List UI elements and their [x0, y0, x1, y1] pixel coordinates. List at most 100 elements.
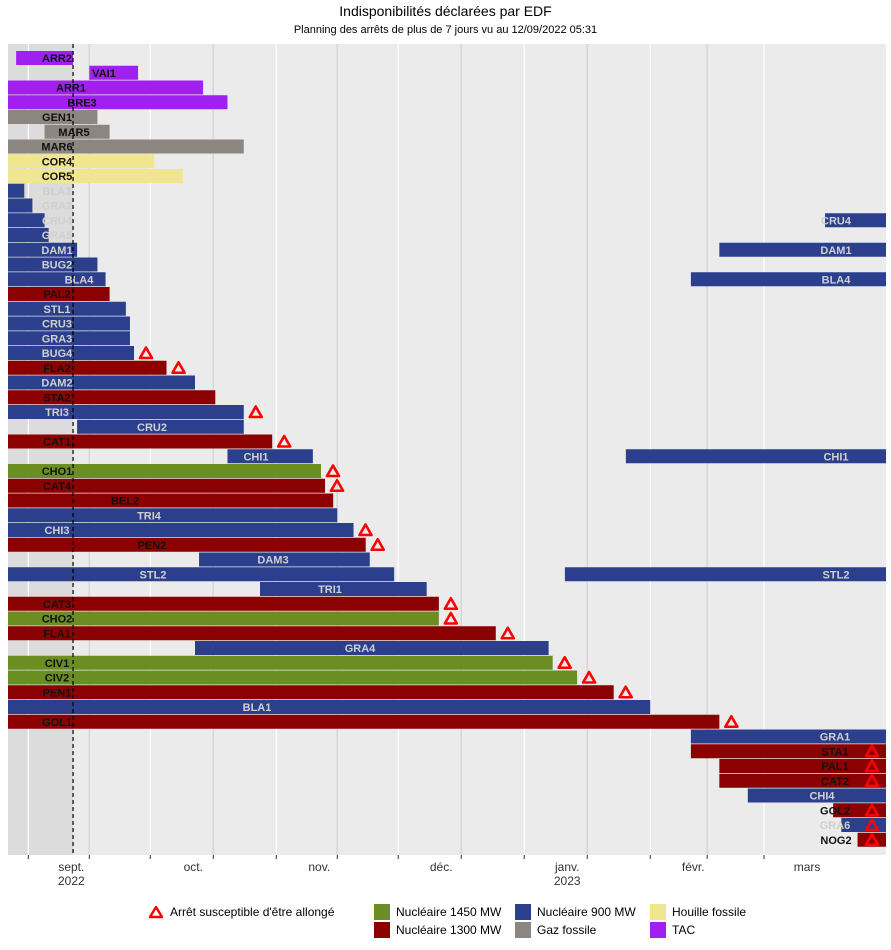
bar-chi3 [8, 523, 354, 537]
bar-gra1 [690, 729, 886, 744]
bar-sta2 [8, 390, 216, 405]
bar-label-gol1: GOL1 [42, 717, 72, 729]
bar-label-cru4: CRU4 [42, 215, 73, 227]
extension-triangle-pen1 [618, 685, 633, 699]
extension-triangle-bug4 [138, 346, 154, 360]
bar-label-cru2: CRU2 [137, 422, 167, 434]
bar-dam3 [199, 552, 370, 567]
bar-label-fla2: FLA2 [43, 363, 71, 375]
bar-cat4 [8, 478, 326, 493]
bar-label-civ2: CIV2 [45, 673, 69, 685]
x-tick-label-5: févr. [682, 860, 705, 874]
bar-cat3 [8, 596, 439, 611]
x-tick-label-4: janv. [554, 860, 579, 874]
bar-label-gen1: GEN1 [42, 112, 72, 124]
extension-triangle-gol2 [864, 803, 880, 817]
bar-label-mar5: MAR5 [58, 127, 89, 139]
bar-bre3 [8, 95, 228, 110]
bar-bla1 [8, 700, 651, 714]
extension-triangle-civ2 [581, 670, 597, 684]
chart-title: Indisponibilités déclarées par EDF [339, 3, 552, 19]
bar-label-chi1: CHI1 [243, 451, 268, 463]
bar-label-bel2: BEL2 [111, 496, 139, 508]
bar-cat2 [719, 773, 886, 788]
bar-label-gra5: GRA5 [42, 230, 73, 242]
bar-label-cru3: CRU3 [42, 319, 72, 331]
bar-label-dam3: DAM3 [257, 555, 288, 567]
x-tick-label-2: nov. [308, 860, 330, 874]
bar-label-arr2: ARR2 [42, 53, 72, 65]
bar-bel2 [8, 493, 334, 508]
legend-item-extension: Arrêt susceptible d'être allongé [148, 904, 334, 920]
bar-label-bla1: BLA1 [243, 702, 272, 714]
bar-gra2 [8, 198, 33, 213]
bar-cho2 [8, 611, 439, 626]
bar-extra-label-dam1: DAM1 [820, 245, 851, 257]
bar-label-stl1: STL1 [44, 304, 71, 316]
bar-fla1 [8, 626, 496, 641]
x-tick-sublabel-4: 2023 [554, 874, 581, 888]
bar-label-dam1: DAM1 [41, 245, 72, 257]
bar-dam2 [8, 375, 195, 390]
legend-item-tac: TAC [650, 922, 695, 938]
bar-extra-dam1 [719, 242, 886, 257]
bar-label-cat2: CAT2 [821, 776, 849, 788]
bar-pal2 [8, 287, 110, 301]
legend-label: Arrêt susceptible d'être allongé [170, 905, 335, 919]
bar-label-chi3: CHI3 [44, 525, 69, 537]
legend-swatch [374, 904, 390, 920]
bar-cat1 [8, 434, 273, 449]
bar-chi1 [227, 449, 313, 464]
bar-cru2 [77, 419, 244, 434]
bar-extra-bla4 [690, 272, 886, 287]
bar-label-cor5: COR5 [42, 171, 73, 183]
bar-arr2 [16, 51, 74, 65]
bar-label-bla3: BLA3 [43, 186, 72, 198]
bar-bla3 [8, 183, 25, 198]
bar-dam1 [8, 242, 78, 257]
extension-triangle-pal1 [864, 759, 880, 773]
bar-extra-cru4 [825, 213, 886, 228]
chart-subtitle: Planning des arrêts de plus de 7 jours v… [293, 24, 598, 36]
legend: Arrêt susceptible d'être allongé Nucléai… [0, 904, 891, 948]
legend-label: Gaz fossile [537, 923, 597, 937]
extension-triangle-civ1 [557, 655, 572, 670]
bar-label-bre3: BRE3 [67, 97, 96, 109]
bar-label-dam2: DAM2 [41, 378, 72, 390]
bar-gra6 [841, 818, 886, 832]
bar-pen1 [8, 685, 614, 700]
legend-swatch [515, 922, 531, 938]
extension-triangle-cat2 [864, 773, 880, 788]
extension-triangle-cat1 [276, 434, 292, 448]
bar-label-gra2: GRA2 [42, 201, 73, 213]
bar-stl2 [8, 567, 395, 582]
bar-label-gra6: GRA6 [820, 820, 851, 832]
bar-label-cat3: CAT3 [43, 599, 71, 611]
bar-label-bug4: BUG4 [42, 348, 73, 360]
x-tick-label-3: déc. [430, 860, 453, 874]
bar-sta1 [690, 744, 886, 759]
legend-item-nucleaire-900: Nucléaire 900 MW [515, 904, 636, 920]
bar-gra5 [8, 228, 49, 242]
bar-pen2 [8, 537, 366, 552]
bar-bla4 [8, 272, 106, 287]
x-tick-label-6: mars [794, 860, 821, 874]
extension-triangle-cat3 [443, 596, 459, 611]
bar-fla2 [8, 360, 167, 375]
extension-triangle-tri3 [248, 405, 264, 419]
bar-label-chi4: CHI4 [809, 791, 835, 803]
bar-tri3 [8, 405, 244, 419]
bar-label-tri1: TRI1 [318, 584, 342, 596]
bar-stl1 [8, 301, 126, 316]
bar-arr1 [8, 80, 204, 95]
legend-item-gaz-fossile: Gaz fossile [515, 922, 596, 938]
bar-mar6 [8, 139, 244, 154]
bar-label-sta1: STA1 [821, 746, 848, 758]
extension-triangle-nog2 [864, 832, 880, 847]
bar-label-pal2: PAL2 [43, 289, 70, 301]
bar-civ2 [8, 670, 578, 685]
bar-mar5 [44, 124, 110, 139]
x-tick-sublabel-0: 2022 [58, 874, 85, 888]
bar-label-fla1: FLA1 [43, 628, 71, 640]
bar-chi4 [747, 788, 886, 803]
